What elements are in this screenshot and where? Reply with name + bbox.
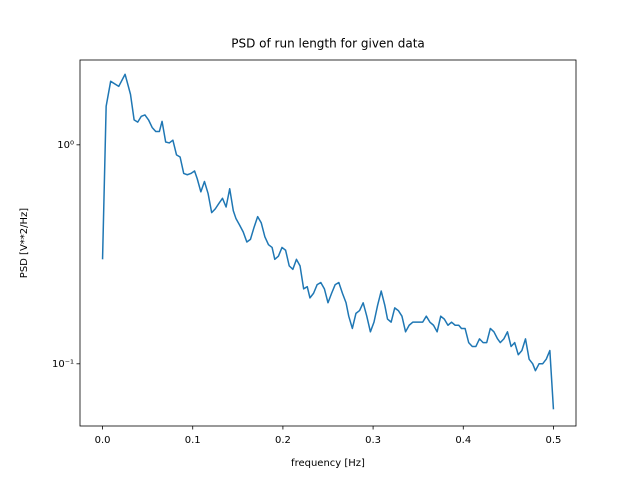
data-line	[101, 73, 555, 410]
x-tick-label: 0.1	[185, 435, 201, 446]
plot-frame	[79, 59, 577, 427]
x-tick-label: 0.4	[455, 435, 471, 446]
x-tick-label: 0.3	[365, 435, 381, 446]
x-tick-label: 0.5	[546, 435, 562, 446]
x-tick-label: 0.2	[275, 435, 291, 446]
x-tick-label: 0.0	[95, 435, 111, 446]
chart-title: PSD of run length for given data	[231, 37, 425, 51]
y-axis-label: PSD [V**2/Hz]	[19, 208, 30, 278]
y-tick-label: 10⁻¹	[52, 359, 74, 370]
y-tick-label: 10⁰	[57, 140, 74, 151]
x-axis-label: frequency [Hz]	[291, 458, 365, 469]
